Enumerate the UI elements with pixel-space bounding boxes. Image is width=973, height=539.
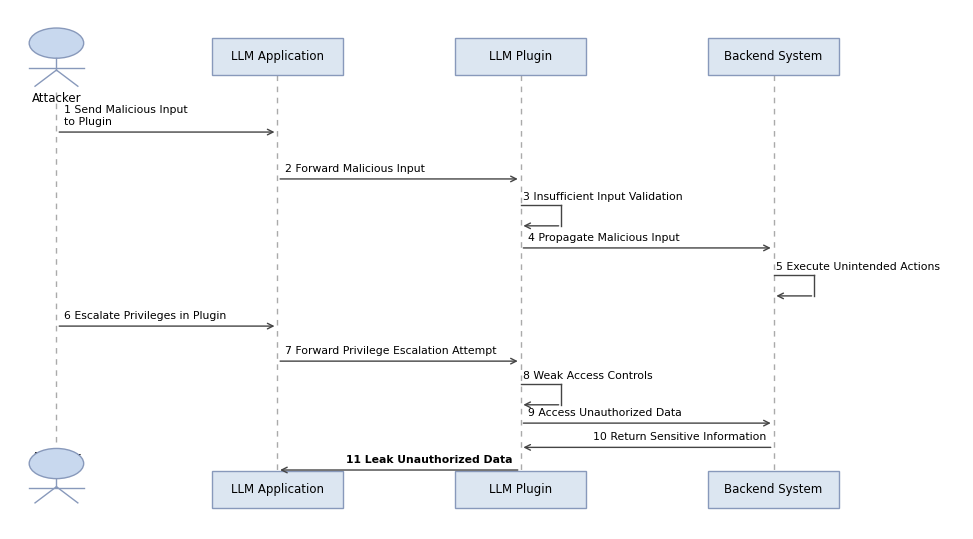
Text: LLM Plugin: LLM Plugin xyxy=(489,483,552,496)
Text: 11 Leak Unauthorized Data: 11 Leak Unauthorized Data xyxy=(346,454,513,465)
Text: 6 Escalate Privileges in Plugin: 6 Escalate Privileges in Plugin xyxy=(64,310,227,321)
Text: 5 Execute Unintended Actions: 5 Execute Unintended Actions xyxy=(776,262,941,272)
Bar xyxy=(708,38,840,75)
Text: Attacker: Attacker xyxy=(31,451,82,464)
Text: 1 Send Malicious Input
to Plugin: 1 Send Malicious Input to Plugin xyxy=(64,105,188,127)
Text: Backend System: Backend System xyxy=(725,50,822,63)
Bar xyxy=(708,471,840,508)
Bar xyxy=(211,471,342,508)
Bar xyxy=(211,38,342,75)
Text: LLM Application: LLM Application xyxy=(231,50,324,63)
Text: 2 Forward Malicious Input: 2 Forward Malicious Input xyxy=(285,163,425,174)
Text: 10 Return Sensitive Information: 10 Return Sensitive Information xyxy=(593,432,766,442)
Text: LLM Application: LLM Application xyxy=(231,483,324,496)
Text: 3 Insufficient Input Validation: 3 Insufficient Input Validation xyxy=(523,192,683,202)
Text: 9 Access Unauthorized Data: 9 Access Unauthorized Data xyxy=(528,407,682,418)
Circle shape xyxy=(29,448,84,479)
Text: 8 Weak Access Controls: 8 Weak Access Controls xyxy=(523,371,653,381)
Text: 7 Forward Privilege Escalation Attempt: 7 Forward Privilege Escalation Attempt xyxy=(285,345,496,356)
Circle shape xyxy=(29,28,84,58)
Bar xyxy=(455,38,586,75)
Text: 4 Propagate Malicious Input: 4 Propagate Malicious Input xyxy=(528,232,680,243)
Text: LLM Plugin: LLM Plugin xyxy=(489,50,552,63)
Text: Backend System: Backend System xyxy=(725,483,822,496)
Text: Attacker: Attacker xyxy=(31,92,82,105)
Bar xyxy=(455,471,586,508)
